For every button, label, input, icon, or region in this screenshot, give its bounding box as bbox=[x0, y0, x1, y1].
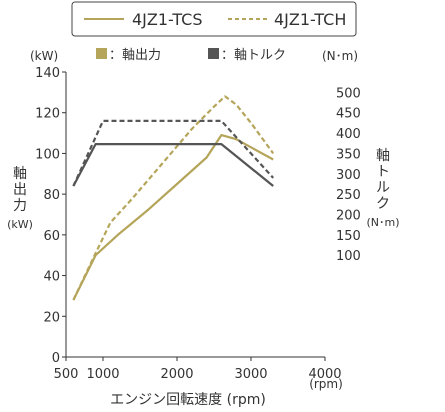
right-title-char-4: ク bbox=[376, 196, 390, 212]
series-4jz1-tcs-torque bbox=[72, 143, 274, 187]
x-axis-title: エンジン回転速度 (rpm) bbox=[110, 392, 266, 408]
legend-top-frame bbox=[71, 1, 357, 37]
legend-power-label: ：軸出力 bbox=[109, 48, 161, 63]
legend-torque-label: ：軸トルク bbox=[221, 48, 286, 63]
y-left-tick-label: 100 bbox=[35, 147, 60, 162]
legend-tch-label: 4JZ1-TCH bbox=[274, 10, 346, 29]
x-tick-label: 3000 bbox=[234, 367, 267, 382]
y-right-tick-label: 250 bbox=[336, 188, 361, 203]
left-title-char-2: 出 bbox=[13, 182, 27, 198]
x-axis-unit: (rpm) bbox=[309, 377, 343, 391]
x-tick-label: 500 bbox=[54, 367, 79, 382]
y-right-tick-label: 150 bbox=[336, 229, 361, 244]
series-4jz1-tch-power bbox=[72, 95, 275, 301]
x-tick-label: 1000 bbox=[86, 367, 119, 382]
left-axis-unit: (kW) bbox=[30, 49, 58, 63]
y-right-tick-label: 400 bbox=[336, 127, 361, 142]
y-left-tick-label: 140 bbox=[35, 66, 60, 81]
y-left-tick-label: 80 bbox=[43, 188, 60, 203]
legend-torque-swatch bbox=[208, 48, 219, 59]
y-left-tick-label: 120 bbox=[35, 107, 60, 122]
y-right-tick-label: 100 bbox=[336, 249, 361, 264]
series-4jz1-tch-torque bbox=[72, 119, 275, 187]
y-right-tick-label: 450 bbox=[336, 107, 361, 122]
left-axis-title: 軸 出 力 (kW) bbox=[7, 166, 33, 231]
y-right-tick-label: 350 bbox=[336, 147, 361, 162]
y-left-tick-label: 0 bbox=[52, 351, 60, 366]
right-title-char-1: 軸 bbox=[376, 148, 390, 164]
left-title-char-1: 軸 bbox=[13, 166, 27, 182]
right-axis-unit: (N･m) bbox=[322, 49, 358, 63]
y-right-tick-label: 300 bbox=[336, 168, 361, 183]
series-lines bbox=[72, 95, 275, 301]
left-title-char-3: 力 bbox=[13, 198, 27, 214]
y-right-tick-label: 200 bbox=[336, 209, 361, 224]
x-tick-label: 4000 bbox=[308, 367, 341, 382]
y-left-tick-label: 60 bbox=[43, 229, 60, 244]
x-tick-label: 2000 bbox=[160, 367, 193, 382]
y-left-tick-label: 20 bbox=[43, 310, 60, 325]
ticks: 500 1000 2000 3000 4000 0 20 40 60 80 100 120 140 100… bbox=[35, 66, 361, 382]
legend-quantity: ：軸出力 ：軸トルク bbox=[96, 48, 286, 63]
left-title-unit: (kW) bbox=[7, 218, 33, 231]
legend-power-swatch bbox=[96, 48, 107, 59]
series-4jz1-tcs-power bbox=[72, 134, 274, 301]
right-title-char-2: ト bbox=[376, 164, 390, 180]
y-right-tick-label: 500 bbox=[336, 86, 361, 101]
right-title-char-3: ル bbox=[376, 180, 390, 196]
y-left-tick-label: 40 bbox=[43, 270, 60, 285]
legend-tcs-label: 4JZ1-TCS bbox=[132, 10, 203, 29]
legend-top: 4JZ1-TCS 4JZ1-TCH bbox=[71, 1, 357, 37]
right-title-unit: (N･m) bbox=[366, 216, 399, 229]
right-axis-title: 軸 ト ル ク (N･m) bbox=[366, 148, 399, 229]
